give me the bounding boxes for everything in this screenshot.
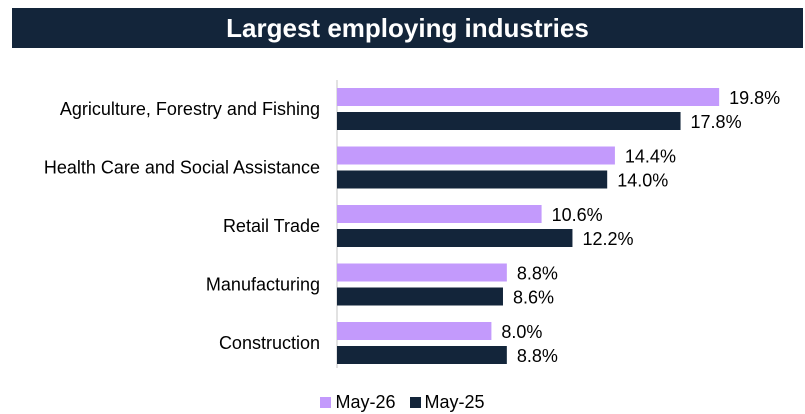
data-label-series-2: 14.0% bbox=[617, 171, 668, 191]
data-label-series-1: 14.4% bbox=[625, 147, 676, 167]
legend-item-series-2: May-25 bbox=[409, 391, 485, 413]
bar-series-1 bbox=[337, 205, 542, 223]
chart-title-bar: Largest employing industries bbox=[12, 8, 803, 48]
legend-label-series-2: May-25 bbox=[424, 391, 485, 412]
bar-series-1 bbox=[337, 146, 615, 165]
data-label-series-2: 8.8% bbox=[517, 346, 558, 366]
data-label-series-2: 17.8% bbox=[691, 112, 742, 132]
category-label: Health Care and Social Assistance bbox=[44, 158, 320, 178]
data-label-series-1: 8.8% bbox=[517, 264, 558, 284]
bar-series-1 bbox=[337, 263, 507, 282]
bar-series-1 bbox=[337, 88, 720, 106]
legend-swatch-series-1 bbox=[320, 396, 332, 408]
legend-swatch-series-2 bbox=[409, 396, 421, 408]
bar-series-2 bbox=[337, 229, 573, 247]
bar-chart: Agriculture, Forestry and Fishing 19.8% 17… bbox=[44, 80, 780, 368]
data-label-series-1: 10.6% bbox=[552, 205, 603, 225]
category-label: Manufacturing bbox=[206, 275, 320, 295]
bar-series-2 bbox=[337, 112, 681, 130]
legend-item-series-1: May-26 bbox=[320, 391, 396, 413]
bar-series-1 bbox=[337, 322, 492, 340]
bar-series-2 bbox=[337, 287, 503, 306]
legend: May-26 May-25 bbox=[0, 390, 805, 414]
data-label-series-1: 19.8% bbox=[729, 88, 780, 108]
data-label-series-1: 8.0% bbox=[501, 322, 542, 342]
bar-series-2 bbox=[337, 170, 608, 189]
category-label: Retail Trade bbox=[223, 216, 320, 236]
data-label-series-2: 12.2% bbox=[582, 229, 633, 249]
data-label-series-2: 8.6% bbox=[513, 288, 554, 308]
chart-title: Largest employing industries bbox=[226, 12, 589, 43]
legend-label-series-1: May-26 bbox=[335, 391, 396, 412]
bar-series-2 bbox=[337, 346, 507, 364]
category-label: Construction bbox=[219, 333, 320, 353]
category-label: Agriculture, Forestry and Fishing bbox=[60, 99, 320, 119]
